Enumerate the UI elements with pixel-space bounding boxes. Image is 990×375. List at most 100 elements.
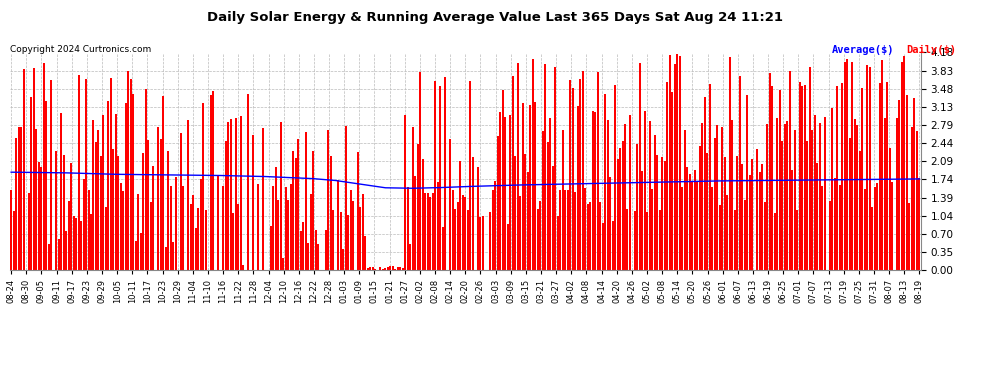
Bar (494, 182, 496, 270)
Bar (901, 62, 903, 270)
Bar (681, 187, 683, 270)
Bar (607, 120, 609, 270)
Bar (821, 186, 823, 270)
Bar (330, 156, 332, 270)
Bar (686, 166, 688, 270)
Bar (359, 207, 361, 270)
Bar (50, 80, 52, 270)
Bar (274, 167, 276, 270)
Bar (776, 118, 778, 270)
Bar (535, 102, 537, 270)
Bar (876, 183, 878, 270)
Bar (165, 247, 167, 270)
Bar (656, 154, 658, 270)
Bar (612, 221, 614, 270)
Bar (499, 112, 501, 270)
Bar (392, 266, 394, 270)
Bar (252, 135, 254, 270)
Bar (679, 56, 681, 270)
Bar (866, 65, 868, 270)
Bar (197, 208, 199, 270)
Bar (659, 210, 661, 270)
Bar (748, 175, 750, 270)
Bar (467, 210, 469, 270)
Bar (238, 204, 240, 270)
Bar (883, 118, 885, 270)
Bar (497, 136, 499, 270)
Bar (768, 73, 771, 270)
Bar (873, 187, 875, 270)
Bar (559, 190, 561, 270)
Bar (140, 233, 142, 270)
Bar (766, 124, 768, 270)
Bar (542, 131, 544, 270)
Bar (649, 121, 651, 270)
Bar (586, 204, 589, 270)
Bar (639, 63, 641, 270)
Bar (18, 127, 20, 270)
Bar (676, 54, 678, 270)
Bar (554, 67, 556, 270)
Bar (33, 69, 35, 270)
Bar (369, 267, 371, 270)
Bar (300, 231, 302, 270)
Bar (532, 60, 534, 270)
Bar (737, 156, 739, 270)
Bar (13, 211, 15, 270)
Bar (425, 193, 427, 270)
Text: Daily($): Daily($) (906, 45, 956, 55)
Bar (347, 215, 349, 270)
Bar (804, 85, 806, 270)
Bar (233, 213, 235, 270)
Bar (372, 267, 374, 270)
Bar (349, 190, 351, 270)
Bar (863, 189, 865, 270)
Bar (489, 212, 491, 270)
Bar (537, 209, 539, 270)
Bar (886, 82, 888, 270)
Bar (689, 174, 691, 270)
Bar (619, 148, 621, 270)
Bar (402, 268, 404, 270)
Bar (666, 81, 668, 270)
Bar (477, 167, 479, 270)
Bar (399, 267, 401, 270)
Bar (277, 200, 279, 270)
Bar (842, 83, 843, 270)
Bar (906, 96, 908, 270)
Bar (604, 94, 606, 270)
Bar (839, 185, 841, 270)
Bar (756, 150, 758, 270)
Bar (125, 103, 127, 270)
Bar (345, 126, 346, 270)
Bar (579, 79, 581, 270)
Bar (791, 170, 793, 270)
Bar (784, 124, 786, 270)
Bar (287, 200, 289, 270)
Bar (914, 98, 916, 270)
Bar (832, 108, 834, 270)
Bar (192, 195, 194, 270)
Bar (427, 194, 429, 270)
Bar (307, 243, 309, 270)
Bar (279, 122, 281, 270)
Bar (35, 129, 37, 270)
Bar (172, 242, 174, 270)
Bar (530, 105, 532, 270)
Bar (561, 130, 563, 270)
Bar (135, 241, 137, 270)
Bar (569, 80, 571, 270)
Bar (911, 127, 913, 270)
Bar (312, 152, 314, 270)
Bar (82, 178, 84, 270)
Bar (594, 112, 596, 270)
Bar (87, 190, 89, 270)
Bar (853, 119, 855, 270)
Bar (717, 125, 719, 270)
Bar (589, 202, 591, 270)
Bar (379, 267, 381, 270)
Bar (95, 142, 97, 270)
Bar (456, 202, 458, 270)
Bar (789, 71, 791, 270)
Bar (38, 162, 40, 270)
